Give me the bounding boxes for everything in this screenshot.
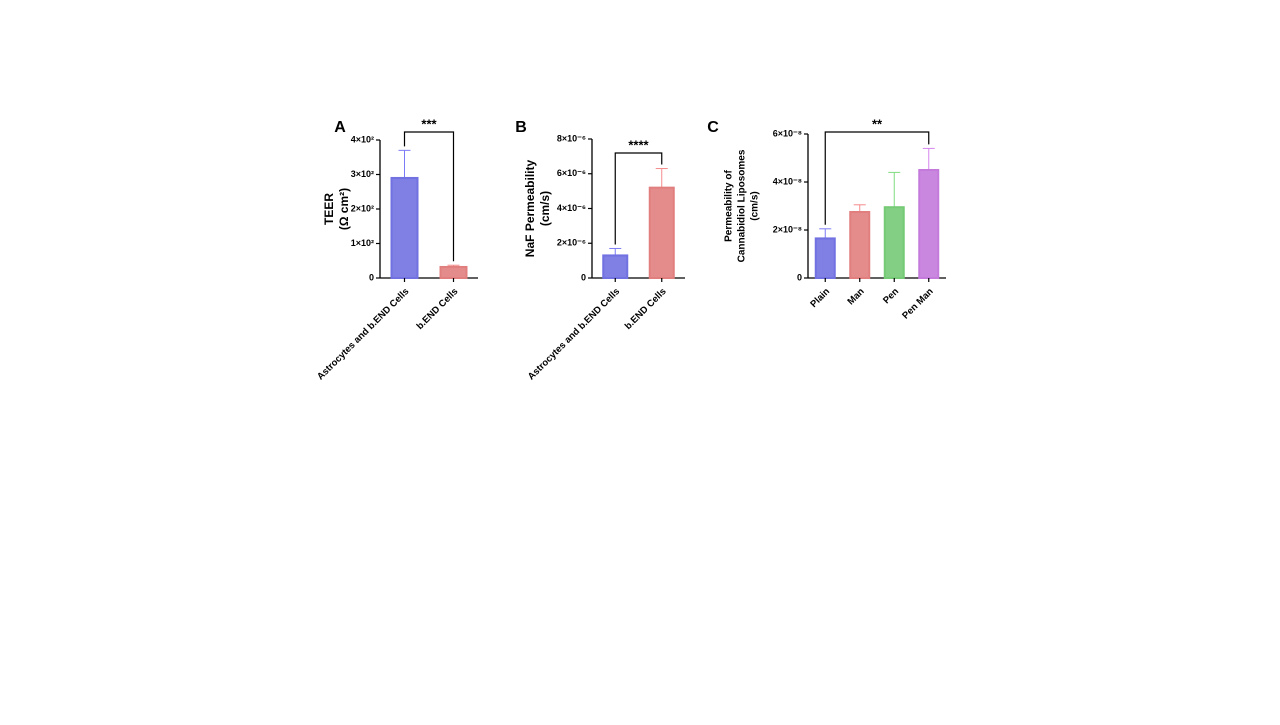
y-axis-label: (cm/s) (750, 191, 761, 220)
panel-label: B (515, 119, 527, 136)
bar (648, 186, 675, 279)
significance-bracket (403, 131, 455, 262)
significance-label: *** (421, 116, 437, 131)
x-tick-label: Plain (808, 286, 832, 310)
x-tick-label: Astrocytes and b.END Cells (315, 286, 411, 382)
y-axis-label: Permeability of (724, 169, 735, 241)
bar (602, 254, 629, 280)
y-tick-label: 2×10⁻⁸ (773, 224, 802, 234)
y-tick-label: 0 (797, 272, 802, 282)
significance-label: **** (628, 137, 649, 152)
bar (390, 176, 419, 279)
y-axis-label: TEER (322, 193, 336, 225)
bar (439, 265, 468, 279)
y-tick-label: 0 (581, 272, 586, 282)
x-tick-label: Astrocytes and b.END Cells (526, 286, 622, 382)
x-tick-label: b.END Cells (623, 286, 669, 332)
y-tick-label: 4×10² (351, 134, 374, 144)
x-tick-label: Man (845, 286, 866, 307)
y-tick-label: 6×10⁻⁶ (557, 168, 586, 178)
significance-label: ** (872, 116, 883, 131)
y-tick-label: 1×10² (351, 238, 374, 248)
y-tick-label: 8×10⁻⁶ (557, 133, 586, 143)
significance-bracket (614, 152, 663, 245)
bar (849, 211, 871, 279)
bar (814, 237, 836, 279)
bar (918, 169, 940, 279)
y-axis-label: Cannabidiol Liposomes (737, 149, 748, 262)
y-tick-label: 2×10² (351, 203, 374, 213)
y-axis-label: (cm/s) (538, 191, 552, 226)
y-tick-label: 2×10⁻⁶ (557, 238, 586, 248)
x-tick-label: Pen (881, 286, 901, 306)
y-tick-label: 4×10⁻⁸ (773, 176, 802, 186)
y-tick-label: 6×10⁻⁸ (773, 128, 802, 138)
y-tick-label: 3×10² (351, 169, 374, 179)
panel-label: A (334, 119, 346, 136)
y-tick-label: 4×10⁻⁶ (557, 203, 586, 213)
bar (883, 206, 905, 279)
panel-label: C (707, 119, 719, 136)
y-axis-label: (Ω cm²) (337, 188, 351, 230)
x-tick-label: Pen Man (900, 286, 936, 322)
x-tick-label: b.END Cells (415, 286, 461, 332)
significance-bracket (824, 131, 930, 225)
y-axis-label: NaF Permeability (523, 159, 537, 257)
y-tick-label: 0 (369, 272, 374, 282)
